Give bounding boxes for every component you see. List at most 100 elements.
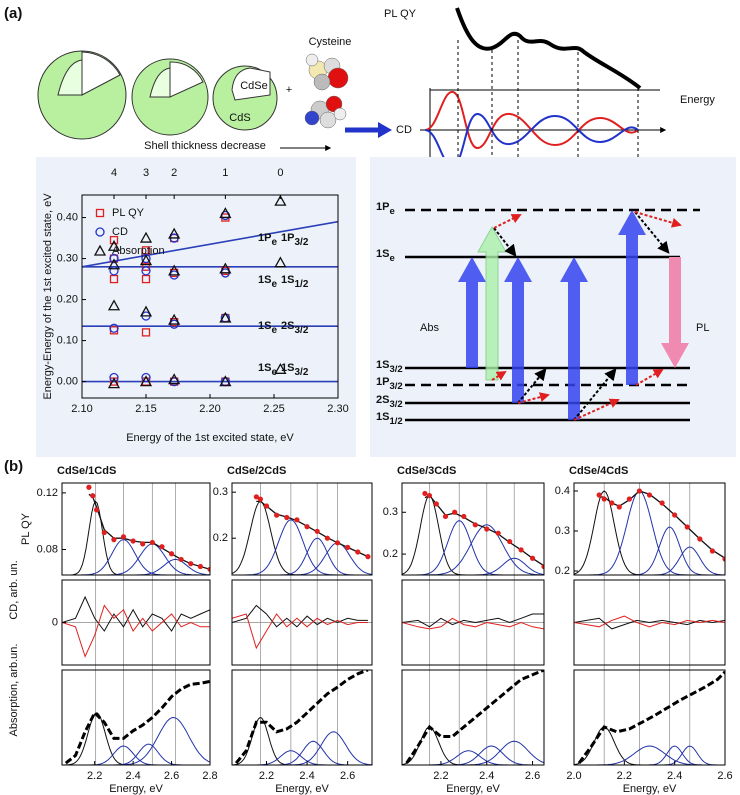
data-point — [609, 500, 615, 506]
plot-area — [232, 494, 372, 575]
data-point — [130, 538, 136, 544]
legend-marker — [95, 227, 105, 237]
marker — [141, 328, 151, 337]
data-point — [365, 554, 371, 560]
data-point — [646, 492, 653, 498]
data-point — [636, 488, 643, 494]
data-point — [697, 536, 703, 542]
state-annotation: 1Se 1S3/2 — [258, 362, 309, 378]
cd-line — [232, 613, 368, 650]
marker — [274, 256, 287, 268]
level-label-sub: 3/2 — [389, 364, 402, 375]
x-tick-label: 2.10 — [71, 403, 92, 415]
state-annotation: 1Se 1S1/2 — [258, 274, 309, 290]
data-point — [257, 496, 264, 502]
annotation-sub: e — [271, 367, 277, 378]
state-annotation: 1Se 2S3/2 — [258, 320, 309, 336]
plot-area — [402, 490, 544, 575]
column-title: CdSe/1CdS — [57, 465, 116, 477]
data-point — [518, 547, 524, 553]
plot-frame — [401, 482, 545, 576]
cysteine-label: Cysteine — [309, 36, 352, 48]
fit-component — [232, 717, 372, 765]
level-label: 1S1/2 — [376, 411, 403, 427]
data-point — [684, 524, 690, 530]
energy-label: Energy — [680, 94, 715, 106]
fit-component — [402, 495, 544, 575]
y-tick-label: 0.3 — [213, 486, 228, 498]
x-tick-label: 2.6 — [717, 770, 732, 782]
data-point — [461, 513, 467, 520]
x-tick-label: 2.2 — [87, 770, 102, 782]
cd-line — [232, 604, 368, 628]
data-point — [659, 500, 665, 506]
marker — [141, 262, 151, 271]
arrow-head — [378, 122, 392, 138]
cd-line — [402, 617, 544, 630]
marker — [219, 207, 232, 219]
plot-frame — [61, 669, 211, 766]
data-point — [197, 563, 203, 570]
marker — [219, 375, 232, 387]
plot-area — [232, 604, 372, 650]
data-point — [355, 549, 361, 555]
panel-background — [36, 157, 356, 457]
level-label-main: 1P — [376, 376, 389, 388]
fit-component — [574, 546, 725, 575]
annotation-main: 1S — [258, 362, 271, 374]
absorption-total — [64, 679, 210, 765]
marker — [274, 362, 287, 374]
x-tick-label: 2.8 — [202, 770, 217, 782]
x-tick-label: 2.4 — [125, 770, 140, 782]
fit-component — [62, 745, 210, 765]
y-axis-label: Absorption, arb.un. — [8, 644, 20, 737]
plus: + — [286, 84, 292, 96]
data-point — [304, 524, 310, 530]
y-tick-label: 0.10 — [57, 334, 78, 346]
y-axis-label: Energy-Energy of the 1st excited state, … — [42, 193, 54, 400]
x-axis-label: Energy, eV — [275, 783, 329, 795]
level-label-sub: 3/2 — [389, 399, 402, 410]
y-tick-label: 0.2 — [555, 565, 570, 577]
fit-component — [232, 731, 372, 765]
data-point — [529, 555, 536, 561]
annotation-sub: 3/2 — [295, 237, 309, 248]
data-point — [159, 544, 165, 550]
fit-component — [402, 557, 544, 575]
legend-label: Absorption — [112, 245, 165, 257]
marker — [168, 313, 181, 325]
data-point — [120, 534, 127, 540]
marker — [107, 258, 121, 270]
x-tick-label: 2.2 — [433, 770, 448, 782]
level-label-main: 1P — [376, 201, 389, 213]
level-label-sub: 3/2 — [389, 381, 402, 392]
data-point — [324, 535, 330, 541]
data-point — [168, 551, 175, 557]
marker — [168, 264, 181, 276]
marker — [107, 377, 121, 389]
cd-label: CD — [396, 124, 412, 136]
fit-component — [62, 716, 210, 765]
cysteine-molecules — [304, 53, 349, 129]
plot-frame — [231, 579, 373, 666]
pl-label: PL — [696, 322, 709, 334]
y-tick-label: 0.08 — [37, 543, 58, 555]
column-title: CdSe/3CdS — [397, 465, 456, 477]
plot-area — [402, 670, 544, 765]
plot-frame — [401, 579, 545, 666]
y-tick-label: 0.30 — [57, 252, 78, 264]
y-axis-label: CD, arb. un. — [8, 560, 20, 619]
fit-component — [574, 745, 725, 765]
data-point — [86, 484, 92, 490]
data-point — [253, 494, 259, 500]
annotation-sub: e — [271, 325, 277, 336]
x-tick-label: 2.4 — [299, 770, 314, 782]
cd-line — [574, 617, 725, 630]
data-point — [111, 537, 117, 543]
x2-tick-label: 2 — [171, 167, 177, 179]
x-tick-label: 2.6 — [340, 770, 355, 782]
cd-line — [574, 615, 725, 628]
plot-area — [232, 670, 372, 765]
fit-component — [62, 500, 210, 575]
fit-component — [402, 524, 544, 575]
